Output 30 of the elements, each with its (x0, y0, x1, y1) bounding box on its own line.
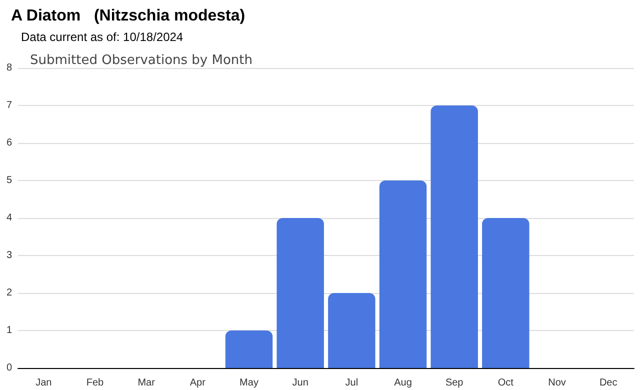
y-tick-label: 2 (6, 288, 12, 298)
chart-subtitle: Data current as of: 10/18/2024 (21, 30, 184, 44)
x-tick-label: May (240, 378, 258, 388)
x-tick-label: Aug (394, 378, 412, 388)
bar (276, 218, 324, 368)
x-tick-label: Jan (36, 378, 52, 388)
y-tick-label: 6 (6, 138, 12, 148)
chart-title: A Diatom (Nitzschia modesta) (11, 8, 246, 24)
y-tick-label: 0 (6, 362, 12, 374)
x-tick-label: Mar (138, 378, 156, 388)
bar (225, 330, 273, 368)
bar (482, 218, 530, 368)
y-tick-label: 8 (6, 62, 12, 74)
x-tick-label: Dec (599, 378, 618, 388)
y-tick-label: 1 (6, 325, 12, 336)
x-tick-label: Oct (498, 378, 514, 388)
y-tick-label: 4 (6, 212, 12, 224)
bar (379, 180, 427, 368)
bar (430, 106, 478, 368)
y-tick-label: 3 (6, 250, 12, 261)
y-tick-label: 7 (6, 100, 12, 111)
x-tick-label: Apr (190, 378, 206, 388)
text: Submitted Observations by Month (30, 53, 252, 68)
x-tick-label: Jun (292, 378, 308, 388)
x-tick-label: Sep (445, 378, 464, 388)
y-tick-label: 5 (6, 175, 12, 186)
bar (328, 293, 376, 368)
x-tick-label: Feb (86, 378, 104, 388)
x-tick-label: Nov (548, 378, 566, 388)
x-tick-label: Jul (345, 378, 358, 388)
